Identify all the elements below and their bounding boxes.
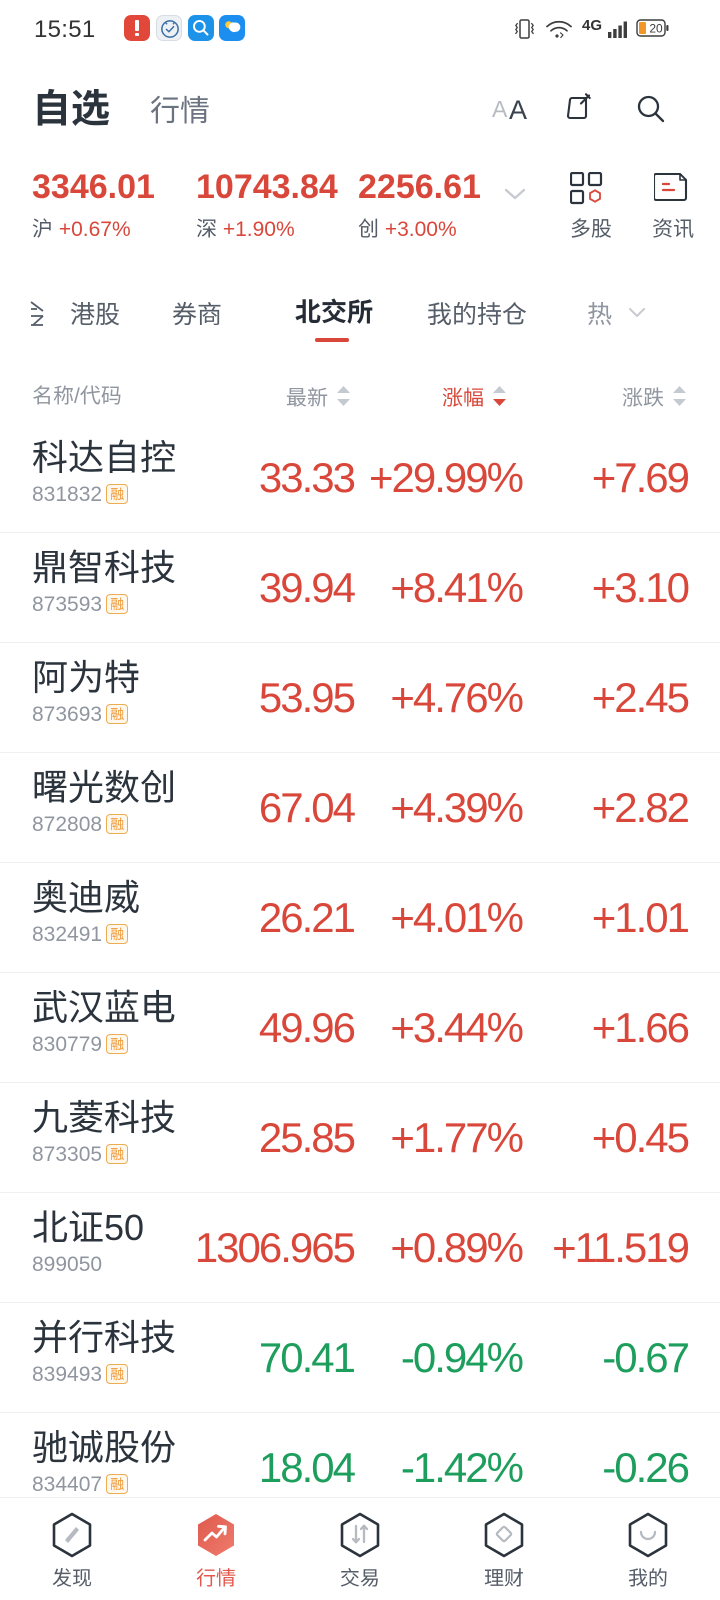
svg-text:A: A bbox=[509, 96, 527, 122]
svg-text:A: A bbox=[492, 96, 508, 122]
svg-text:20: 20 bbox=[649, 22, 663, 36]
